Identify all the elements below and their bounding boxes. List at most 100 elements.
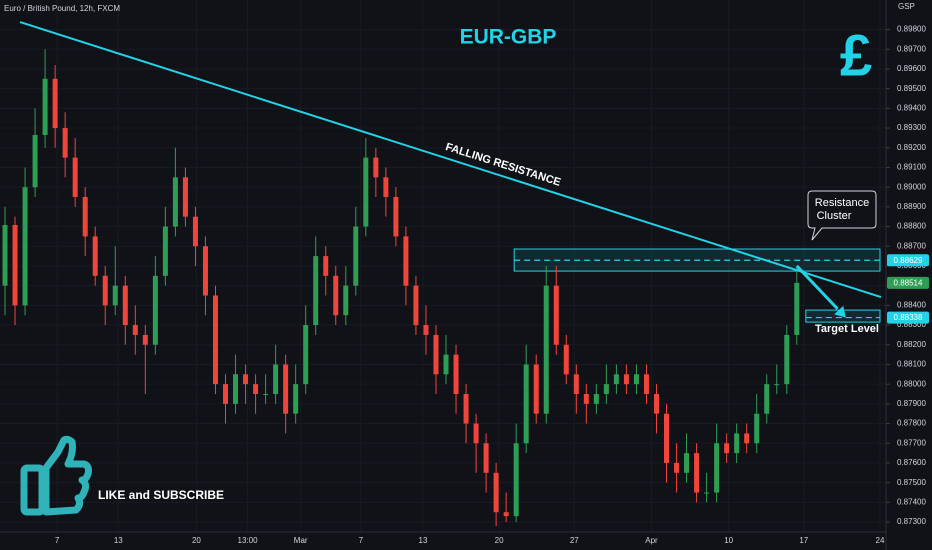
- candle-body: [413, 285, 419, 326]
- candle-body: [2, 224, 8, 286]
- y-tick-label: 0.89600: [897, 64, 926, 73]
- candle-body: [223, 384, 229, 404]
- callout: Resistance Cluster: [807, 190, 877, 241]
- candle-body: [674, 462, 680, 473]
- candle-body: [473, 423, 479, 444]
- y-tick-label: 0.88300: [897, 320, 926, 329]
- candle-body: [684, 453, 690, 473]
- y-tick-label: 0.89200: [897, 143, 926, 152]
- candle-body: [754, 413, 760, 444]
- y-tick-label: 0.89700: [897, 44, 926, 53]
- x-tick-label: 20: [495, 536, 504, 545]
- y-tick-label: 0.87900: [897, 399, 926, 408]
- candle-body: [172, 177, 178, 227]
- candle-body: [323, 256, 329, 276]
- candle-body: [303, 325, 309, 385]
- x-tick-label: Mar: [294, 536, 308, 545]
- x-tick-label: 7: [55, 536, 60, 545]
- chart-title: EUR-GBP: [460, 26, 557, 49]
- overlay: [19, 21, 882, 318]
- x-tick-label: 10: [724, 536, 733, 545]
- x-tick-label: 13: [419, 536, 428, 545]
- candle-body: [192, 216, 198, 247]
- candle-body: [603, 384, 609, 395]
- candle-body: [734, 433, 740, 454]
- x-tick-label: 24: [876, 536, 885, 545]
- candle-body: [423, 325, 429, 335]
- candle-body: [333, 275, 339, 316]
- candle-body: [42, 78, 48, 135]
- callout-text: Cluster: [817, 210, 852, 222]
- candle-body: [463, 394, 469, 424]
- chart-header: Euro / British Pound, 12h, FXCM: [4, 4, 120, 13]
- candle-body: [553, 285, 559, 345]
- y-tick-label: 0.87700: [897, 438, 926, 447]
- candle-body: [373, 157, 379, 178]
- y-tick-label: 0.88900: [897, 202, 926, 211]
- y-tick-label: 0.88400: [897, 300, 926, 309]
- candle-body: [32, 134, 38, 188]
- candle-body: [202, 246, 208, 296]
- candles: [2, 49, 800, 526]
- y-tick-label: 0.88100: [897, 360, 926, 369]
- candle-body: [363, 157, 369, 227]
- candle-body: [583, 394, 589, 404]
- candle-body: [784, 334, 790, 385]
- grid: [0, 0, 885, 532]
- candle-body: [563, 344, 569, 375]
- y-tick-label: 0.89100: [897, 163, 926, 172]
- y-tick-label: 0.89000: [897, 182, 926, 191]
- candle-body: [12, 224, 18, 306]
- thumb-cuff: [20, 464, 46, 516]
- candle-body: [212, 295, 218, 385]
- candle-body: [443, 354, 449, 375]
- candle-body: [293, 384, 299, 414]
- y-tick-label: 0.88000: [897, 379, 926, 388]
- price-badge: [887, 311, 929, 324]
- candle-body: [613, 374, 619, 385]
- candle-body: [714, 443, 720, 493]
- trendline: [19, 21, 882, 299]
- y-tick-label: 0.88200: [897, 340, 926, 349]
- y-tick-label: 0.87500: [897, 478, 926, 487]
- pound-icon: £: [840, 23, 872, 88]
- candle-body: [273, 364, 279, 395]
- y-tick-label: 0.87800: [897, 419, 926, 428]
- candle-body: [383, 177, 389, 198]
- price-badge: [887, 254, 929, 267]
- price-badge-label: 0.88514: [894, 279, 923, 288]
- price-badge: [887, 276, 929, 289]
- candle-body: [22, 187, 28, 306]
- y-tick-label: 0.87300: [897, 517, 926, 526]
- x-tick-label: 27: [570, 536, 579, 545]
- y-tick-label: 0.87400: [897, 497, 926, 506]
- candle-body: [102, 275, 108, 306]
- candle-body: [664, 413, 670, 463]
- candle-body: [182, 177, 188, 217]
- candle-body: [493, 472, 499, 513]
- candle-body: [283, 364, 289, 414]
- candle-body: [393, 197, 399, 237]
- x-tick-label: 17: [799, 536, 808, 545]
- candle-body: [62, 128, 68, 158]
- candle-body: [122, 285, 128, 326]
- candle-body: [142, 334, 148, 345]
- candle-body: [82, 197, 88, 237]
- candle-body: [623, 374, 629, 385]
- candle-body: [533, 364, 539, 414]
- cta-text: LIKE and SUBSCRIBE: [98, 488, 224, 502]
- candle-body: [523, 364, 529, 444]
- candle-body: [794, 282, 800, 335]
- candle-body: [353, 226, 359, 286]
- price-badge-label: 0.88629: [894, 256, 923, 265]
- candle-body: [162, 226, 168, 276]
- candle-body: [483, 443, 489, 473]
- target-label: Target Level: [815, 323, 879, 335]
- candle-body: [72, 157, 78, 198]
- candle-body: [633, 374, 639, 385]
- x-tick-label: 13:00: [238, 536, 259, 545]
- x-tick-label: 20: [192, 536, 201, 545]
- callout-text: Resistance: [815, 197, 869, 209]
- y-tick-label: 0.89500: [897, 84, 926, 93]
